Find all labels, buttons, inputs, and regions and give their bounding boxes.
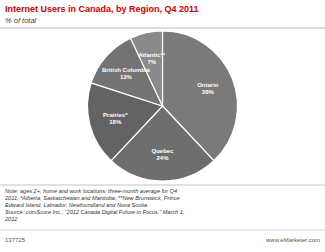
data-label: 38%: [202, 89, 215, 95]
note-line: Source: comScore Inc., “2012 Canada Digi…: [5, 209, 184, 215]
separator: [0, 28, 325, 29]
title: Internet Users in Canada, by Region, Q4 …: [5, 4, 199, 14]
data-label: 7%: [148, 59, 157, 65]
note: Note: ages 2+; home and work locations; …: [4, 188, 184, 222]
footer-right: www.eMarketer.com: [265, 237, 320, 243]
category-label: Atlantic**: [139, 52, 166, 58]
note-line: 2012: [4, 216, 18, 222]
separator: [0, 185, 325, 186]
category-label: Quebec: [151, 148, 174, 154]
data-label: 24%: [156, 155, 169, 161]
pie: [88, 31, 238, 181]
footer-left: 137725: [5, 237, 26, 243]
note-line: Edward Island, Labrador, Newfoundland an…: [5, 202, 147, 208]
category-label: Ontario: [197, 82, 219, 88]
chart-root: Internet Users in Canada, by Region, Q4 …: [0, 0, 325, 252]
separator: [0, 230, 325, 231]
slice-labels: Ontario38% Quebec24% Prairies*18% British C…: [102, 52, 219, 161]
subtitle: % of total: [5, 16, 37, 25]
data-label: 13%: [120, 74, 133, 80]
category-label: Prairies*: [103, 112, 128, 118]
category-label: British Columbia: [102, 67, 151, 73]
data-label: 18%: [109, 119, 122, 125]
note-line: 2011; *Alberta, Saskatchewan and Manitob…: [4, 195, 180, 201]
note-line: Note: ages 2+; home and work locations; …: [5, 188, 177, 194]
